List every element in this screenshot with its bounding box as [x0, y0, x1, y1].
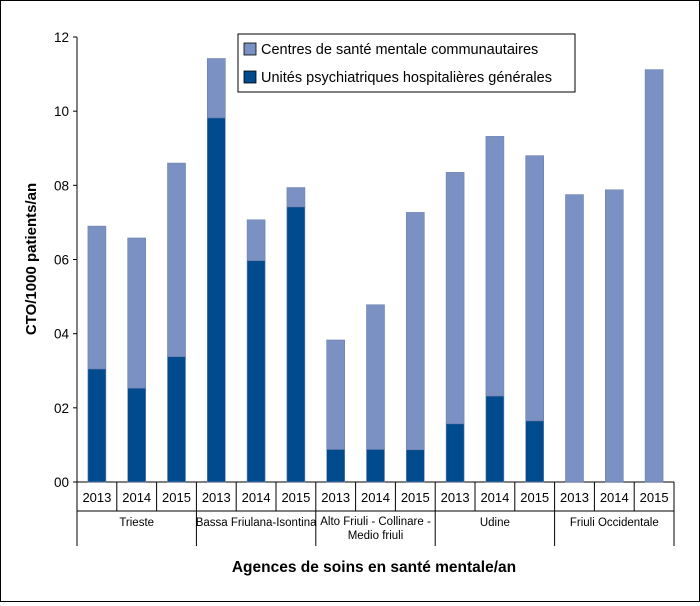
- year-label: 2013: [321, 490, 350, 505]
- bar-segment-community: [644, 69, 664, 483]
- year-label: 2013: [560, 490, 589, 505]
- bar-segment-hospital: [127, 387, 146, 483]
- y-tick-label: 00: [54, 475, 69, 490]
- y-tick-label: 06: [54, 253, 69, 268]
- year-label: 2013: [202, 490, 231, 505]
- year-label: 2014: [122, 490, 151, 505]
- year-label: 2014: [480, 490, 509, 505]
- year-label: 2015: [162, 490, 191, 505]
- y-tick-label: 10: [54, 104, 69, 119]
- group-label: Trieste: [119, 517, 154, 529]
- y-tick-label: 12: [54, 30, 69, 45]
- bar-segment-hospital: [405, 449, 425, 483]
- group-label: Alto Friuli - Collinare -: [320, 516, 431, 528]
- legend-box: [237, 33, 576, 93]
- y-tick-label: 02: [54, 401, 69, 416]
- year-label: 2015: [281, 490, 310, 505]
- group-label: Udine: [480, 517, 510, 529]
- y-tick-label: 08: [54, 178, 69, 193]
- year-label: 2014: [361, 490, 390, 505]
- year-label: 2015: [401, 490, 430, 505]
- year-label: 2014: [600, 490, 629, 505]
- bars: [87, 58, 664, 483]
- bar-segment-community: [286, 187, 306, 208]
- bar-segment-community: [246, 219, 266, 261]
- bar-segment-hospital: [246, 260, 266, 483]
- bar-segment-community: [127, 237, 146, 389]
- group-label: Bassa Friulana-Isontina: [196, 517, 317, 529]
- legend-label-community: Centres de santé mentale communautaires: [261, 42, 538, 58]
- bar-segment-hospital: [525, 420, 545, 483]
- year-label: 2015: [640, 490, 669, 505]
- year-label: 2015: [520, 490, 549, 505]
- legend-label-hospital: Unités psychiatriques hospitalières géné…: [261, 70, 552, 86]
- year-label: 2013: [441, 490, 470, 505]
- bar-segment-community: [405, 212, 425, 451]
- legend: Centres de santé mentale communautaires …: [237, 33, 576, 93]
- bar-segment-community: [366, 304, 385, 450]
- bar-segment-hospital: [87, 368, 107, 483]
- bar-segment-community: [87, 225, 107, 370]
- group-label: Medio friuli: [348, 530, 404, 542]
- y-tick-label: 04: [54, 327, 70, 342]
- bar-segment-community: [445, 172, 465, 425]
- bar-segment-community: [525, 155, 545, 422]
- legend-swatch-community: [243, 42, 257, 56]
- bar-segment-community: [565, 194, 584, 483]
- legend-swatch-hospital: [243, 70, 257, 84]
- x-axis-labels: Trieste 2013 2014 2015 Bassa Friulana-Isonti…: [76, 482, 675, 546]
- x-axis-title: Agences de soins en santé mentale/an: [232, 559, 516, 576]
- bar-segment-community: [604, 189, 624, 483]
- group-label: Friuli Occidentale: [570, 517, 659, 529]
- year-label: 2014: [242, 490, 271, 505]
- bar-segment-hospital: [366, 449, 385, 483]
- bar-segment-hospital: [207, 117, 226, 483]
- bar-segment-community: [167, 162, 186, 357]
- y-axis-title: CTO/1000 patients/an: [23, 183, 40, 335]
- bar-segment-hospital: [326, 449, 346, 483]
- year-label: 2013: [82, 490, 111, 505]
- bar-segment-hospital: [445, 423, 465, 483]
- bar-segment-community: [485, 136, 505, 397]
- bar-segment-community: [326, 339, 346, 450]
- bar-segment-hospital: [286, 206, 306, 483]
- bar-segment-community: [207, 58, 226, 119]
- bar-segment-hospital: [485, 395, 505, 483]
- bar-segment-hospital: [167, 356, 186, 483]
